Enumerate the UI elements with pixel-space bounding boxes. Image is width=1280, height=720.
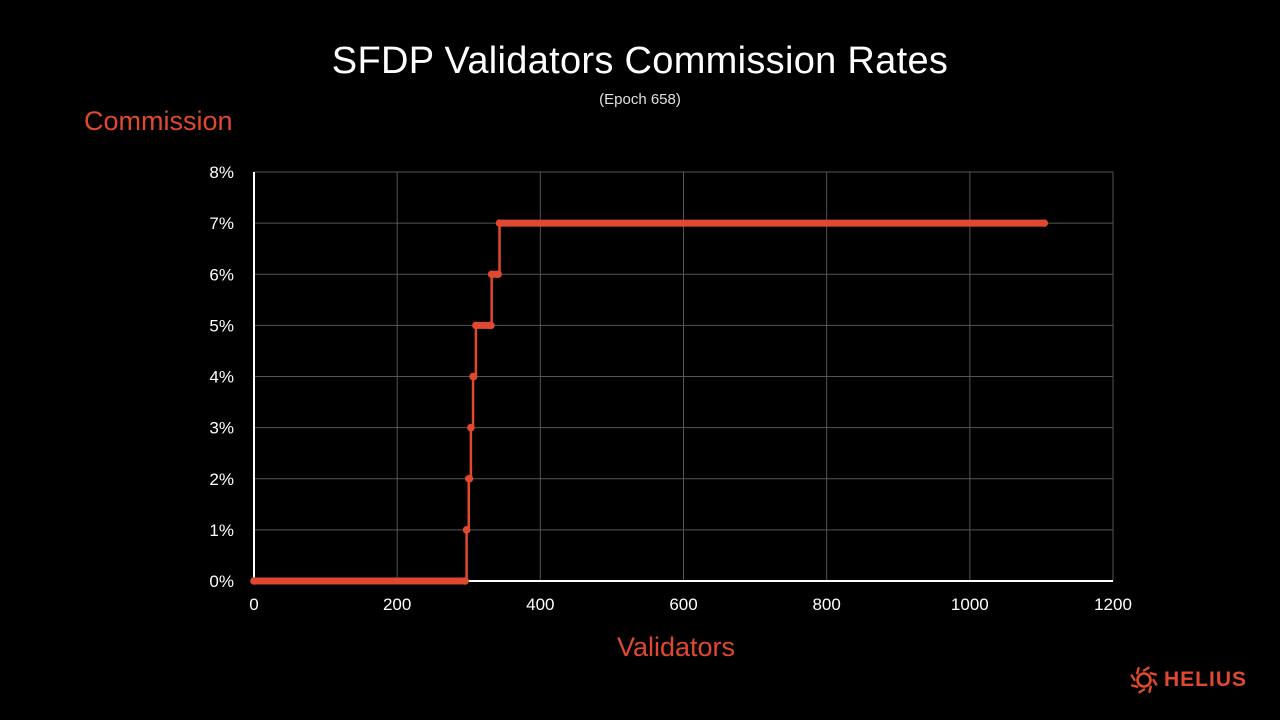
y-tick-label: 3% bbox=[209, 419, 234, 438]
y-tick-label: 7% bbox=[209, 214, 234, 233]
logo-text: HELIUS bbox=[1164, 668, 1248, 691]
y-tick-label: 8% bbox=[209, 163, 234, 182]
logo-ray bbox=[1142, 666, 1150, 672]
helius-sun-icon bbox=[1130, 666, 1158, 694]
x-tick-label: 1000 bbox=[951, 595, 989, 614]
y-tick-label: 0% bbox=[209, 572, 234, 591]
data-point bbox=[494, 270, 502, 279]
logo-ray bbox=[1148, 685, 1152, 693]
x-tick-label: 800 bbox=[812, 595, 840, 614]
data-point bbox=[495, 219, 504, 227]
data-point bbox=[1040, 219, 1049, 227]
series-commission bbox=[250, 219, 1049, 585]
data-point bbox=[487, 321, 495, 330]
logo-ray bbox=[1130, 674, 1136, 682]
logo-ray bbox=[1136, 667, 1140, 675]
x-tick-label: 1200 bbox=[1094, 595, 1132, 614]
logo-ray bbox=[1149, 672, 1157, 676]
data-point bbox=[487, 270, 496, 279]
data-point bbox=[467, 423, 475, 432]
x-tick-label: 600 bbox=[669, 595, 697, 614]
logo-ray bbox=[1152, 678, 1158, 686]
grid bbox=[254, 171, 1114, 581]
data-point bbox=[462, 526, 471, 534]
helius-logo: HELIUS bbox=[1130, 664, 1247, 696]
x-tick-label: 0 bbox=[249, 595, 258, 614]
chart-title: SFDP Validators Commission Rates bbox=[331, 40, 949, 82]
data-point bbox=[250, 577, 258, 585]
chart-subtitle: (Epoch 658) bbox=[599, 91, 681, 108]
y-tick-label: 2% bbox=[209, 470, 234, 489]
series-line bbox=[254, 221, 1045, 583]
logo-ray bbox=[1131, 684, 1139, 688]
x-tick-label: 200 bbox=[383, 595, 411, 614]
y-tick-label: 4% bbox=[209, 368, 234, 387]
logo-ray bbox=[1138, 688, 1146, 694]
data-point bbox=[469, 372, 478, 381]
y-tick-label: 6% bbox=[209, 265, 234, 284]
y-tick-label: 5% bbox=[209, 316, 234, 335]
data-point bbox=[465, 474, 474, 483]
tick-labels: 0 200 400 600 800 1000 1200 0% 1% 2% 3% 4% 5% 6% 7% 8% bbox=[209, 163, 1131, 614]
x-tick-label: 400 bbox=[526, 595, 554, 614]
data-point bbox=[461, 577, 469, 585]
y-axis-label: Commission bbox=[84, 106, 233, 136]
y-tick-label: 1% bbox=[209, 521, 234, 540]
data-point bbox=[472, 321, 480, 330]
x-axis-label: Validators bbox=[616, 632, 736, 662]
